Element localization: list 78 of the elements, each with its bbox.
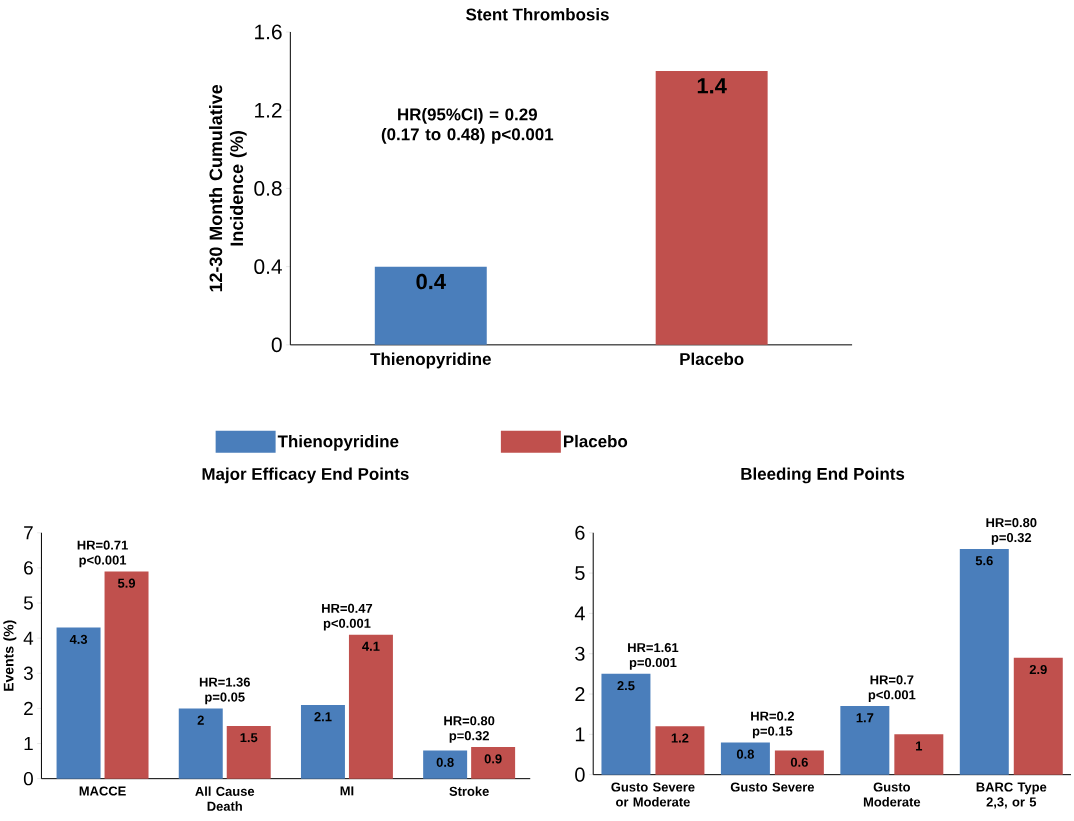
data-label: 4.1 <box>362 642 380 651</box>
legend-label: Thienopyridine <box>277 435 399 451</box>
x-tick-label: Gusto Moderate <box>863 782 921 807</box>
annotation: HR=0.47 p<0.001 <box>322 603 373 631</box>
y-tick-label: 5 <box>575 566 585 581</box>
y-tick-label: 1 <box>575 727 585 742</box>
data-label: 5.6 <box>975 556 993 566</box>
bar <box>226 726 271 779</box>
annotation: HR=0.7 p<0.001 <box>868 675 916 703</box>
data-label: 0.8 <box>736 749 755 759</box>
data-label: 2.9 <box>1029 665 1047 675</box>
y-tick-label: 0 <box>23 772 33 786</box>
y-tick-label: 1 <box>24 737 33 751</box>
bar <box>840 706 890 775</box>
x-tick-label: All Cause Death <box>195 786 255 812</box>
y-axis-title: Events (%) <box>3 620 17 691</box>
x-tick-label: MI <box>340 786 354 796</box>
x-tick-label: Stroke <box>449 786 489 797</box>
data-label: 0.8 <box>436 757 454 768</box>
data-label: 0.4 <box>416 273 446 290</box>
y-tick-label: 3 <box>23 666 33 681</box>
bar <box>348 634 393 779</box>
annotation: HR=0.80 p=0.32 <box>444 716 495 744</box>
y-tick-label: 4 <box>23 631 34 645</box>
bar <box>894 734 944 775</box>
x-tick-label: Gusto Severe <box>730 782 815 792</box>
y-tick-label: 0.4 <box>254 259 282 275</box>
annotation: HR=0.71 p<0.001 <box>77 540 128 568</box>
data-label: 2.1 <box>314 712 332 722</box>
data-label: 1.4 <box>697 78 727 94</box>
x-tick-label: Gusto Severe or Moderate <box>611 782 695 807</box>
data-label: 0.6 <box>790 757 808 767</box>
bar <box>471 747 516 779</box>
chart-title: Stent Thrombosis <box>466 8 609 21</box>
y-tick-label: 1.2 <box>255 103 282 118</box>
data-label: 2.5 <box>617 681 635 691</box>
bar <box>959 549 1009 775</box>
data-label: 1 <box>916 741 923 751</box>
y-tick-label: 4 <box>574 606 585 621</box>
y-axis-title: 12-30 Month Cumulative Incidence (%) <box>209 85 247 292</box>
legend-label: Placebo <box>563 435 628 448</box>
bar <box>601 674 651 775</box>
bar <box>178 708 223 779</box>
bar <box>56 627 101 779</box>
annotation: HR(95%CI) = 0.29 (0.17 to 0.48) p<0.001 <box>381 108 554 144</box>
x-tick-label: BARC Type 2,3, or 5 <box>976 782 1047 809</box>
y-tick-label: 0 <box>271 337 282 353</box>
data-label: 4.3 <box>69 634 88 645</box>
y-tick-label: 7 <box>24 526 33 540</box>
y-tick-label: 2 <box>575 687 585 702</box>
bar <box>423 750 468 779</box>
bar <box>1013 657 1063 775</box>
data-label: 1.5 <box>240 733 258 743</box>
annotation: HR=1.36 p=0.05 <box>199 677 250 705</box>
bar <box>774 750 824 775</box>
bar <box>720 742 770 775</box>
data-label: 1.7 <box>856 713 874 723</box>
x-tick-label: MACCE <box>79 786 126 796</box>
chart-title: Bleeding End Points <box>741 467 905 484</box>
annotation: HR=0.80 p=0.32 <box>986 518 1037 545</box>
data-label: 1.2 <box>671 733 689 743</box>
data-label: 5.9 <box>117 578 136 588</box>
y-tick-label: 0 <box>575 767 585 782</box>
data-label: 2 <box>197 715 204 725</box>
y-tick-label: 5 <box>23 596 33 610</box>
bar <box>104 571 149 779</box>
y-tick-label: 1.6 <box>255 24 282 40</box>
bar <box>655 726 705 775</box>
bar <box>300 705 345 779</box>
y-tick-label: 3 <box>575 646 585 661</box>
y-tick-label: 6 <box>575 525 585 540</box>
annotation: HR=1.61 p=0.001 <box>628 643 679 670</box>
annotation: HR=0.2 p=0.15 <box>751 711 794 739</box>
y-tick-label: 0.8 <box>254 181 282 196</box>
data-label: 0.9 <box>484 754 502 764</box>
y-tick-label: 6 <box>24 561 33 575</box>
y-tick-label: 2 <box>24 701 33 716</box>
chart-title: Major Efficacy End Points <box>202 467 409 484</box>
